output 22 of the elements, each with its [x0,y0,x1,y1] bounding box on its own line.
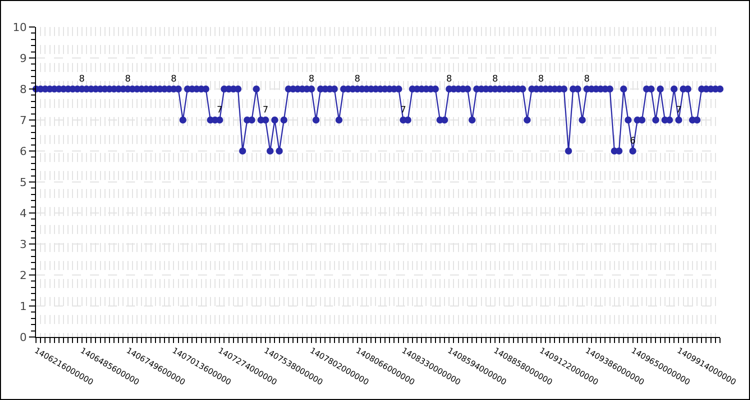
data-label: 8 [79,74,86,84]
data-label: 8 [124,74,131,84]
y-tick-label: 1 [20,300,27,313]
data-label: 8 [170,74,177,84]
y-tick-label: 9 [20,52,27,65]
y-tick-label: 2 [20,268,27,282]
y-tick-label: 8 [20,82,27,96]
y-tick-label: 3 [20,238,27,251]
data-label: 8 [538,74,544,84]
data-label: 8 [584,74,590,84]
y-tick-label: 10 [12,20,27,34]
data-label: 6 [630,136,636,146]
y-tick-label: 4 [20,206,27,220]
data-label: 7 [262,105,268,116]
data-label: 8 [446,74,452,84]
data-label: 8 [308,74,315,84]
data-label: 8 [354,74,360,84]
y-tick-label: 0 [20,330,27,344]
data-label: 8 [492,74,498,84]
y-tick-label: 6 [20,144,27,158]
y-tick-label: 7 [20,114,27,127]
y-tick-label: 5 [20,176,27,189]
